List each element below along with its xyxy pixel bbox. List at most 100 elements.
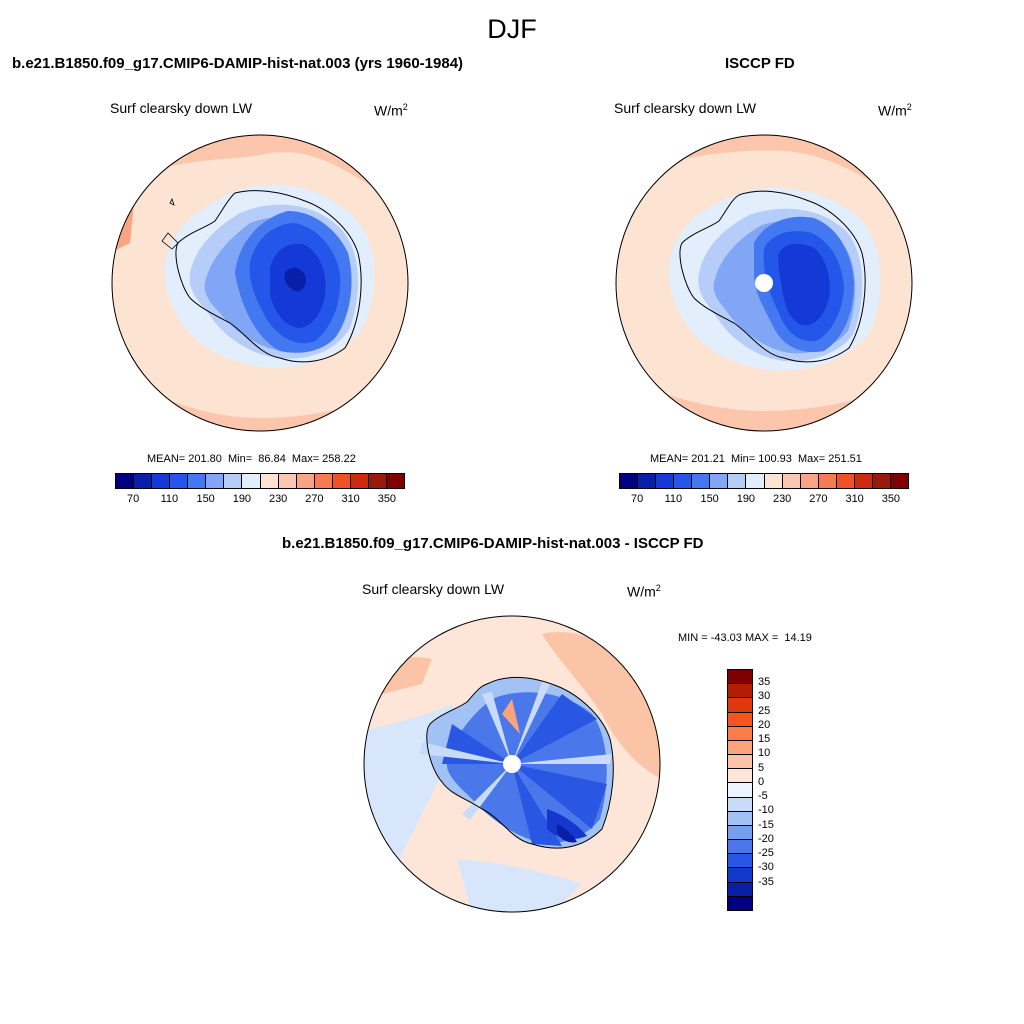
model-colorbar-ticks: 70 110 150 190 230 270 310 350 [115,493,405,507]
colorbar-swatch [674,474,693,488]
obs-variable-label: Surf clearsky down LW [614,100,757,116]
colorbar-tick-label: 150 [700,493,719,505]
model-panel-title: b.e21.B1850.f09_g17.CMIP6-DAMIP-hist-nat… [12,55,464,72]
colorbar-tick-label: 350 [377,493,397,505]
colorbar-swatch [728,684,752,699]
obs-map [615,134,913,432]
colorbar-tick-label: -5 [758,790,768,803]
colorbar-swatch [332,474,351,488]
model-stats: MEAN= 201.80 Min= 86.84 Max= 258.22 [147,453,356,465]
model-variable-label: Surf clearsky down LW [110,100,253,116]
colorbar-swatch [656,474,675,488]
colorbar-swatch [242,474,261,488]
colorbar-tick-label: -25 [758,847,774,860]
colorbar-tick-label: 350 [881,493,901,505]
model-units-label: W/m2 [374,102,408,119]
colorbar-tick-label: 15 [758,733,771,746]
colorbar-swatch [188,474,207,488]
colorbar-swatch [728,755,752,770]
colorbar-swatch [350,474,369,488]
obs-units-label: W/m2 [878,102,912,119]
colorbar-swatch [224,474,243,488]
colorbar-tick-label: -30 [758,861,774,874]
colorbar-tick-label: 190 [232,493,252,505]
colorbar-swatch [836,474,855,488]
diff-colorbar [727,669,753,911]
colorbar-swatch [782,474,801,488]
colorbar-swatch [728,868,752,883]
colorbar-swatch [278,474,297,488]
colorbar-swatch [728,811,752,826]
colorbar-swatch [314,474,333,488]
colorbar-swatch [728,740,752,756]
colorbar-swatch [728,712,752,727]
obs-stats: MEAN= 201.21 Min= 100.93 Max= 251.51 [650,453,862,465]
colorbar-swatch [728,825,752,841]
colorbar-swatch [620,474,639,488]
colorbar-tick-label: 70 [127,493,140,505]
colorbar-tick-label: 35 [758,676,771,689]
colorbar-swatch [728,726,752,741]
colorbar-tick-label: 230 [268,493,288,505]
colorbar-swatch [170,474,189,488]
colorbar-swatch [728,474,747,488]
colorbar-tick-label: 110 [160,493,179,505]
colorbar-tick-label: 20 [758,718,771,731]
colorbar-swatch [746,474,765,488]
colorbar-tick-label: 310 [341,493,360,505]
colorbar-tick-label: -35 [758,875,774,888]
colorbar-swatch [638,474,657,488]
colorbar-tick-label: 190 [736,493,756,505]
colorbar-swatch [728,882,752,897]
colorbar-tick-label: 10 [758,747,771,760]
colorbar-swatch [728,670,752,685]
colorbar-tick-label: 110 [664,493,683,505]
colorbar-swatch [152,474,171,488]
obs-panel-title: ISCCP FD [725,55,795,72]
colorbar-swatch [206,474,225,488]
colorbar-tick-label: 150 [196,493,215,505]
obs-colorbar [619,473,909,489]
colorbar-tick-label: 70 [631,493,644,505]
colorbar-tick-label: 30 [758,690,771,703]
colorbar-tick-label: -15 [758,818,774,831]
colorbar-tick-label: 5 [758,761,765,774]
colorbar-swatch [116,474,135,488]
colorbar-tick-label: 270 [809,493,828,505]
colorbar-swatch [296,474,315,488]
colorbar-tick-label: 270 [305,493,324,505]
colorbar-swatch [872,474,891,488]
diff-variable-label: Surf clearsky down LW [362,581,505,597]
colorbar-swatch [728,769,752,784]
diff-map [363,615,661,913]
colorbar-tick-label: 230 [772,493,792,505]
season-title: DJF [487,14,537,44]
colorbar-swatch [800,474,819,488]
colorbar-swatch [728,840,752,855]
colorbar-swatch [386,474,404,488]
diff-panel-title: b.e21.B1850.f09_g17.CMIP6-DAMIP-hist-nat… [282,535,704,552]
colorbar-swatch [854,474,873,488]
colorbar-swatch [692,474,711,488]
colorbar-swatch [728,896,752,910]
colorbar-swatch [260,474,279,488]
colorbar-swatch [368,474,387,488]
diff-stats: MIN = -43.03 MAX = 14.19 [678,632,812,644]
colorbar-swatch [728,783,752,798]
colorbar-swatch [134,474,153,488]
colorbar-swatch [818,474,837,488]
colorbar-swatch [710,474,729,488]
obs-colorbar-ticks: 70 110 150 190 230 270 310 350 [619,493,909,507]
colorbar-swatch [728,854,752,869]
colorbar-tick-label: 25 [758,704,771,717]
model-colorbar [115,473,405,489]
colorbar-swatch [890,474,908,488]
colorbar-swatch [728,698,752,713]
diff-colorbar-ticks: 35 30 25 20 15 10 5 0 -5 -10 -15 -20 -25 -30 -35 [758,669,798,911]
diff-units-label: W/m2 [627,583,661,600]
colorbar-swatch [728,797,752,812]
colorbar-tick-label: -10 [758,804,774,817]
colorbar-swatch [764,474,783,488]
colorbar-tick-label: 0 [758,775,765,788]
colorbar-tick-label: -20 [758,832,774,845]
